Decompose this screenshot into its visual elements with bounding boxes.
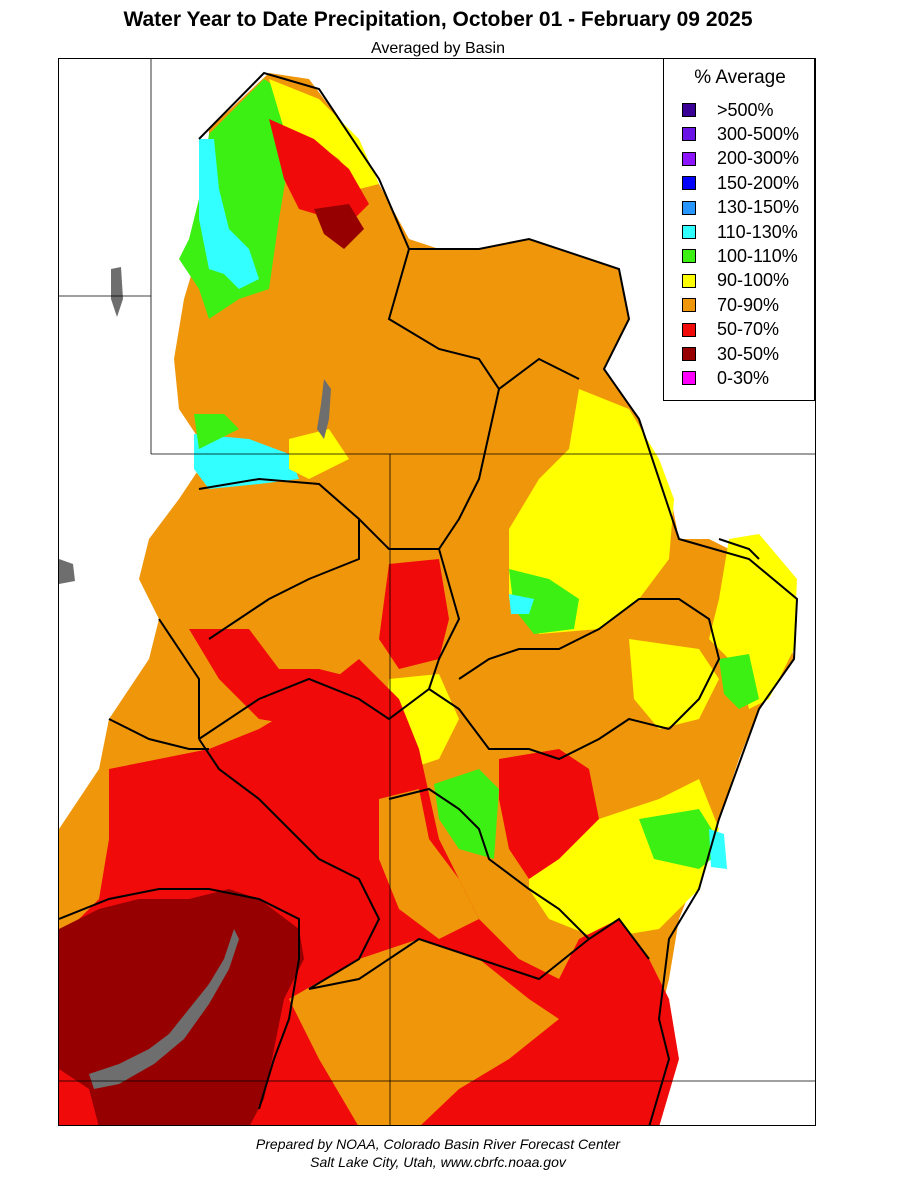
legend-item: >500% [682,99,774,121]
basin-boundaries [59,71,799,1125]
basin-map-svg [59,59,815,1125]
footer-credit: Prepared by NOAA, Colorado Basin River F… [255,1136,621,1152]
legend-label: 110-130% [717,221,798,242]
legend-label: 70-90% [717,294,780,315]
basin-region-green-e [509,569,579,634]
legend-label: 0-30% [717,367,770,388]
legend-label: 50-70% [717,319,780,340]
legend-item: 130-150% [682,197,799,219]
basin-region-cyan-se [709,829,727,869]
legend-swatch [682,371,696,386]
legend-swatch [682,249,696,264]
basin-region-yellow-c [629,639,719,729]
legend-title: % Average [694,67,786,88]
legend-swatch [682,347,696,361]
legend-item: 70-90% [682,294,779,316]
basin-region-yellow-n [269,79,379,189]
basin-region-cyan-w [194,434,299,489]
legend-swatch [682,103,696,117]
basin-region-green-se [639,809,724,869]
basin-region-green-ne [719,654,759,709]
great-salt-lake [111,267,123,317]
legend-label: 150-200% [717,172,800,193]
lake-powell [89,929,239,1089]
map-subtitle: Averaged by Basin [370,40,505,57]
map-title: Water Year to Date Precipitation, Octobe… [123,8,753,31]
legend-item: 0-30% [682,367,769,389]
legend-item: 100-110% [682,245,798,267]
utah-lake [59,559,75,584]
basin-region-cyan-nw [199,139,259,289]
legend-item: 150-200% [682,172,799,194]
basin-region-yellow-ne [709,534,797,709]
footer-location: Salt Lake City, Utah, www.cbrfc.noaa.gov [310,1154,566,1170]
legend-label: >500% [717,99,774,120]
legend-label: 130-150% [717,197,800,218]
legend-swatch [682,127,696,142]
basin-region-red-wc [189,629,379,729]
legend-item: 200-300% [682,148,799,170]
legend-swatch [682,273,696,288]
legend-item: 90-100% [682,270,789,292]
legend-item: 50-70% [682,319,779,341]
legend-item: 110-130% [682,221,798,243]
basin-region-orange-inner [379,789,479,939]
basin-region-green-nw [179,79,289,319]
legend-swatch [682,298,696,313]
legend: % Average >500% 300-500% 200-300% 150-200% 1… [663,58,815,401]
legend-label: 300-500% [717,123,800,144]
basin-region-red-c2 [499,749,599,879]
basin-region-green-w [194,414,239,449]
basin-region-green-mid [434,769,499,859]
legend-swatch [682,151,696,166]
legend-label: 100-110% [717,245,798,266]
basin-region-yellow-e [509,389,674,634]
legend-swatch [682,176,696,191]
legend-item: 30-50% [682,343,779,365]
legend-label: 200-300% [717,148,800,169]
basin-region-red-n [269,119,369,224]
basin-region-red-center [379,559,449,669]
basin-region-cyan-e [509,594,534,614]
legend-swatch [682,200,696,215]
legend-label: 90-100% [717,270,790,291]
legend-swatch [682,225,696,239]
legend-label: 30-50% [717,343,780,364]
basin-region-darkred-n [314,204,364,249]
legend-swatch [682,322,696,337]
legend-item: 300-500% [682,123,799,145]
basin-region-orange-south [289,939,559,1125]
flaming-gorge [317,379,331,439]
